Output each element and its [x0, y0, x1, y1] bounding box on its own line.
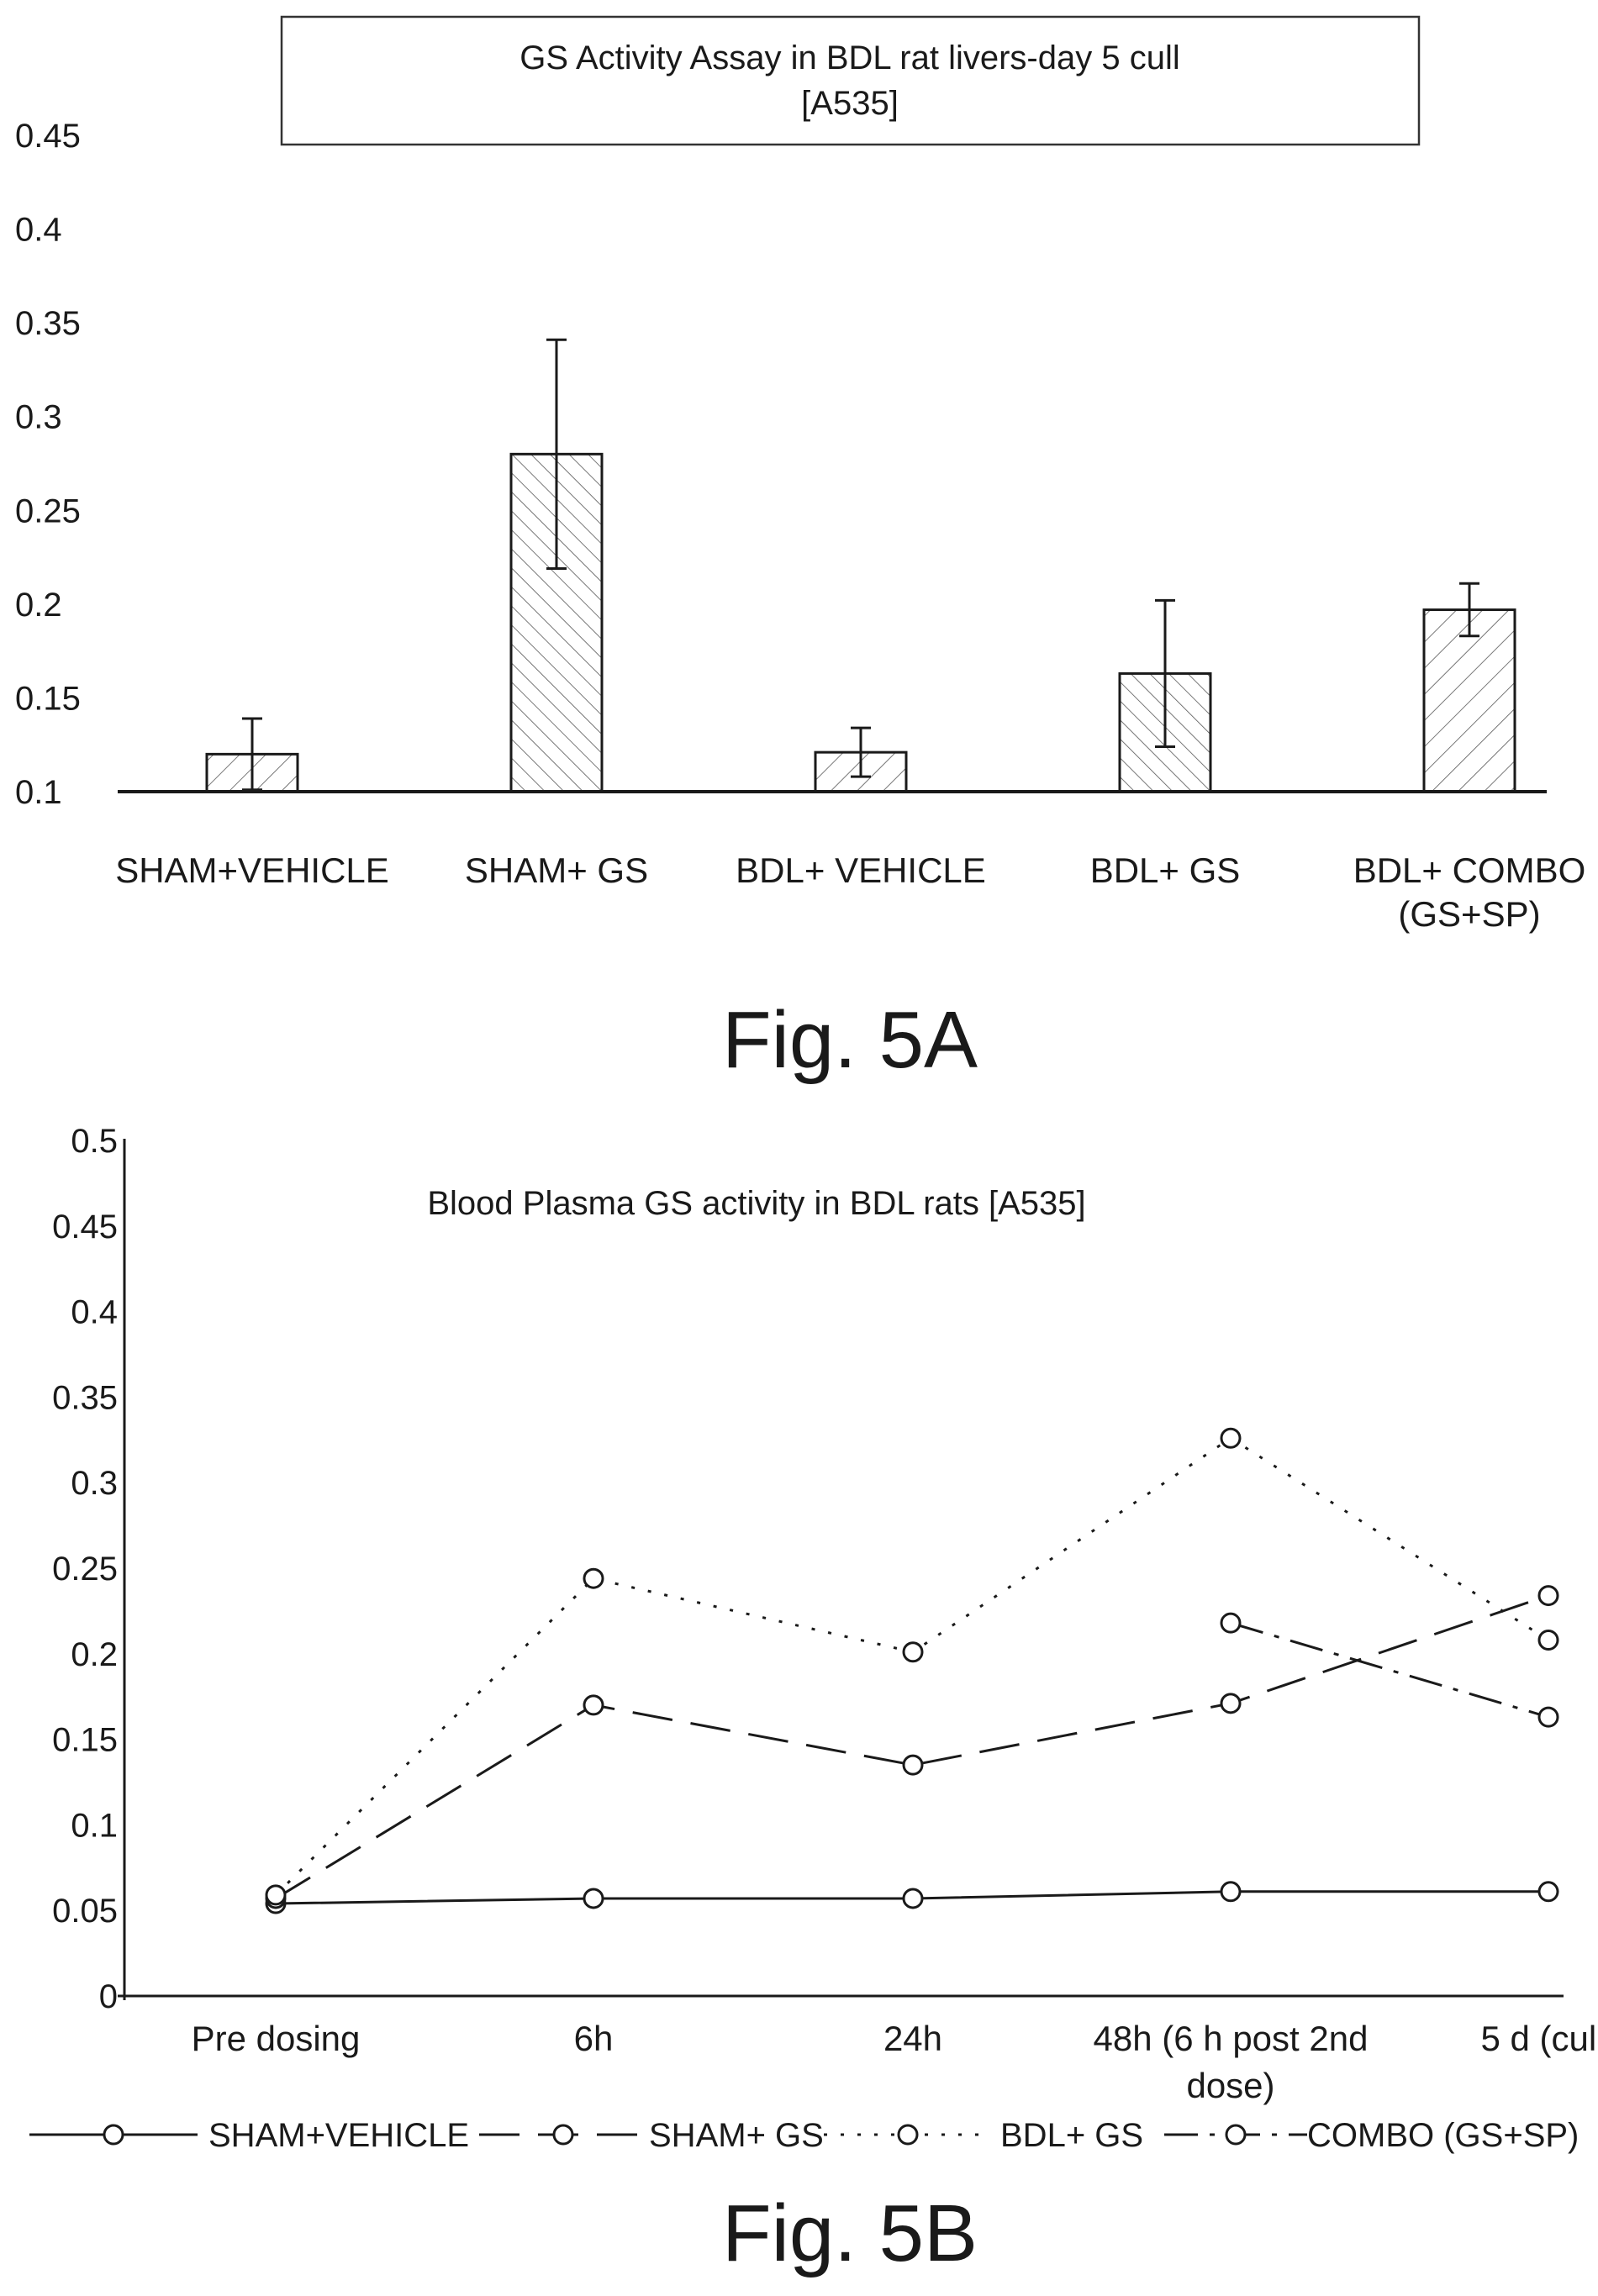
chart-title-line-2: [A535] [801, 85, 899, 122]
y-tick-label: 0.2 [15, 587, 62, 624]
legend-label: BDL+ GS [1000, 2117, 1143, 2154]
data-point [1220, 1693, 1242, 1714]
y-tick-label: 0.15 [15, 680, 81, 717]
figure-caption-5b: Fig. 5B [722, 2188, 978, 2278]
data-point [1537, 1630, 1559, 1651]
y-tick-label: 0 [99, 1978, 118, 2015]
data-point [1537, 1706, 1559, 1728]
legend: SHAM+VEHICLE SHAM+ GS BDL+ GS COMBO (GS+SP) [29, 2117, 1579, 2154]
series-line [275, 1594, 1549, 1900]
data-point [265, 1884, 287, 1906]
x-category-label: dose) [1186, 2066, 1274, 2105]
data-point [902, 1888, 924, 1909]
x-category-label: BDL+ VEHICLE [736, 850, 986, 890]
x-category-label: (GS+SP) [1398, 894, 1540, 934]
y-tick-label: 0.2 [71, 1636, 118, 1673]
data-point [1220, 1881, 1242, 1903]
data-point [583, 1888, 604, 1909]
data-point [583, 1567, 604, 1589]
series-line [1230, 1621, 1549, 1719]
y-tick-label: 0.15 [52, 1722, 118, 1759]
x-category-label: 48h (6 h post 2nd [1094, 2019, 1369, 2058]
data-point [1537, 1881, 1559, 1903]
data-point [902, 1754, 924, 1776]
legend-label: SHAM+VEHICLE [208, 2117, 469, 2154]
y-tick-label: 0.45 [52, 1209, 118, 1245]
y-tick-label: 0.45 [15, 118, 81, 155]
x-category-label: SHAM+VEHICLE [115, 850, 389, 890]
x-category-label: SHAM+ GS [465, 850, 648, 890]
y-tick-label: 0.4 [71, 1294, 118, 1331]
line-chart-5b: Blood Plasma GS activity in BDL rats [A5… [29, 1123, 1598, 2278]
y-tick-label: 0.1 [15, 774, 62, 811]
y-tick-label: 0.35 [15, 305, 81, 342]
figure-caption-5a: Fig. 5A [722, 995, 978, 1085]
x-category-label: BDL+ GS [1090, 850, 1241, 890]
chart-title-line-1: GS Activity Assay in BDL rat livers-day … [519, 39, 1179, 76]
chart-title: Blood Plasma GS activity in BDL rats [A5… [427, 1185, 1085, 1222]
legend-label: SHAM+ GS [649, 2117, 824, 2154]
x-category-label: Pre dosing [192, 2019, 361, 2058]
data-point [1220, 1427, 1242, 1449]
data-point [1537, 1585, 1559, 1607]
x-category-label: 5 d (cull) [1480, 2019, 1598, 2058]
title-box [280, 15, 1421, 146]
legend-marker [552, 2124, 574, 2146]
data-point [583, 1694, 604, 1716]
x-category-label: BDL+ COMBO [1353, 850, 1586, 890]
y-tick-label: 0.25 [15, 492, 81, 529]
y-tick-label: 0.3 [71, 1465, 118, 1502]
data-point [902, 1641, 924, 1663]
y-tick-label: 0.5 [71, 1123, 118, 1160]
y-tick-label: 0.05 [52, 1893, 118, 1930]
y-tick-label: 0.25 [52, 1551, 118, 1588]
bar-chart-5a: GS Activity Assay in BDL rat livers-day … [15, 15, 1586, 1085]
legend-label: COMBO (GS+SP) [1307, 2117, 1579, 2154]
x-category-label: 6h [574, 2019, 614, 2058]
legend-marker [1225, 2124, 1247, 2146]
legend-marker [897, 2124, 919, 2146]
legend-marker [103, 2124, 124, 2146]
series-line [274, 1436, 1549, 1896]
y-tick-label: 0.35 [52, 1379, 118, 1416]
data-point [1220, 1612, 1242, 1634]
y-tick-label: 0.1 [71, 1807, 118, 1844]
y-tick-label: 0.3 [15, 399, 62, 436]
y-tick-label: 0.4 [15, 212, 62, 249]
x-category-label: 24h [883, 2019, 942, 2058]
